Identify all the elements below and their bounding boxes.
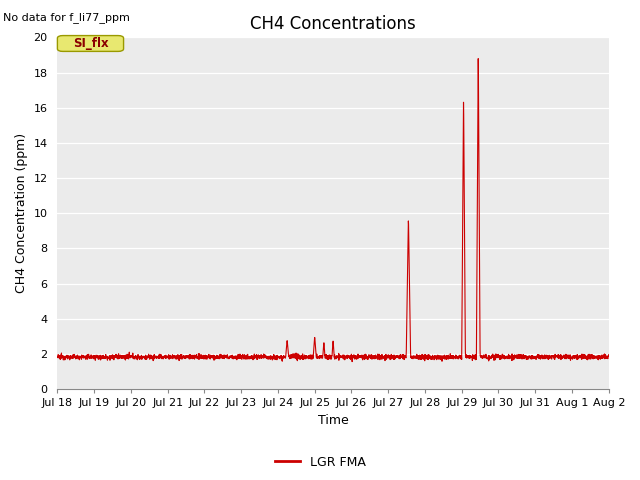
FancyBboxPatch shape: [58, 36, 124, 51]
Title: CH4 Concentrations: CH4 Concentrations: [250, 15, 416, 33]
Text: No data for f_li77_ppm: No data for f_li77_ppm: [3, 12, 130, 23]
Legend: LGR FMA: LGR FMA: [269, 451, 371, 474]
X-axis label: Time: Time: [317, 414, 348, 427]
Text: SI_flx: SI_flx: [73, 37, 108, 50]
Y-axis label: CH4 Concentration (ppm): CH4 Concentration (ppm): [15, 133, 28, 293]
